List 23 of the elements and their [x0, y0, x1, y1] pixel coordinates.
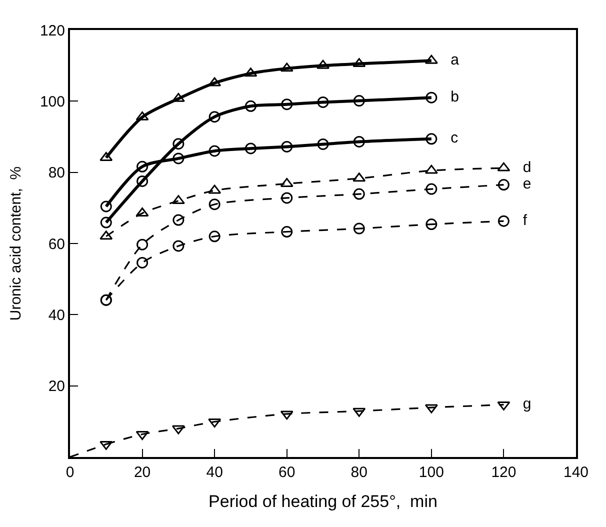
- series-label: b: [431, 88, 459, 106]
- x-tick-label: 20: [134, 464, 151, 481]
- x-tick-label: 140: [563, 464, 589, 481]
- x-tick-label: 80: [350, 464, 368, 481]
- x-tick-label: 0: [66, 464, 74, 481]
- y-tick-label: 80: [48, 164, 65, 182]
- x-tick-label: 40: [206, 464, 223, 481]
- y-tick-label: 120: [40, 22, 65, 40]
- x-tick-label: 120: [491, 464, 516, 481]
- series-label: e: [504, 176, 532, 193]
- x-tick-label: 100: [418, 464, 444, 481]
- y-tick-label: 20: [48, 378, 65, 396]
- series-label: f: [504, 212, 528, 229]
- x-axis-title: Period of heating of 255°, min: [208, 492, 438, 511]
- series-label: d: [504, 158, 532, 176]
- y-axis-title: Uronic acid content, %: [8, 166, 25, 321]
- series-label: g: [504, 395, 532, 412]
- series-label: c: [431, 130, 459, 147]
- y-tick-label: 60: [48, 236, 65, 253]
- series-label: a: [431, 51, 460, 68]
- x-tick-label: 60: [278, 464, 296, 481]
- y-tick-label: 100: [40, 93, 65, 110]
- y-tick-label: 40: [48, 306, 65, 324]
